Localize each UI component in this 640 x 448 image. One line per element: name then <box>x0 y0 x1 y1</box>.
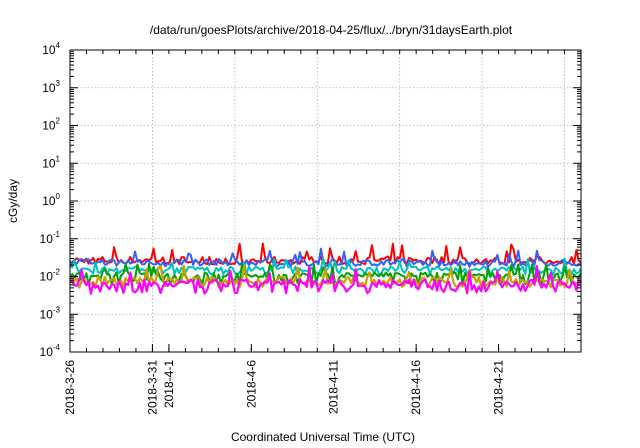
x-tick-label: 2018-4-16 <box>409 360 423 415</box>
y-axis-label: cGy/day <box>6 179 20 223</box>
x-axis-label: Coordinated Universal Time (UTC) <box>231 430 415 444</box>
y-tick-label: 10-2 <box>40 268 61 284</box>
y-tick-label: 104 <box>42 41 60 57</box>
x-tick-label: 2018-4-6 <box>244 360 258 408</box>
y-tick-label: 102 <box>42 117 60 133</box>
y-axis: 10-4 10-3 10-2 10-1 100 101 102 103 104 <box>40 41 581 359</box>
series-line <box>69 265 582 295</box>
series-line <box>69 247 582 268</box>
y-tick-label: 10-4 <box>40 343 61 359</box>
grid <box>70 50 581 352</box>
y-tick-label: 103 <box>42 79 60 95</box>
y-tick-label: 101 <box>42 154 60 170</box>
x-axis: 2018-3-26 2018-3-31 2018-4-1 2018-4-6 2018-4… <box>63 50 582 415</box>
x-tick-label: 2018-4-21 <box>492 360 506 415</box>
y-tick-label: 10-3 <box>40 305 61 321</box>
x-tick-label: 2018-4-11 <box>327 360 341 414</box>
series-group <box>69 242 582 295</box>
y-tick-label: 100 <box>42 192 60 208</box>
x-tick-label: 2018-4-1 <box>162 360 176 408</box>
y-tick-label: 10-1 <box>40 230 61 246</box>
x-tick-label: 2018-3-31 <box>145 360 159 415</box>
x-tick-label: 2018-3-26 <box>63 360 77 415</box>
series-line <box>69 264 582 289</box>
chart-title: /data/run/goesPlots/archive/2018-04-25/f… <box>150 23 513 37</box>
